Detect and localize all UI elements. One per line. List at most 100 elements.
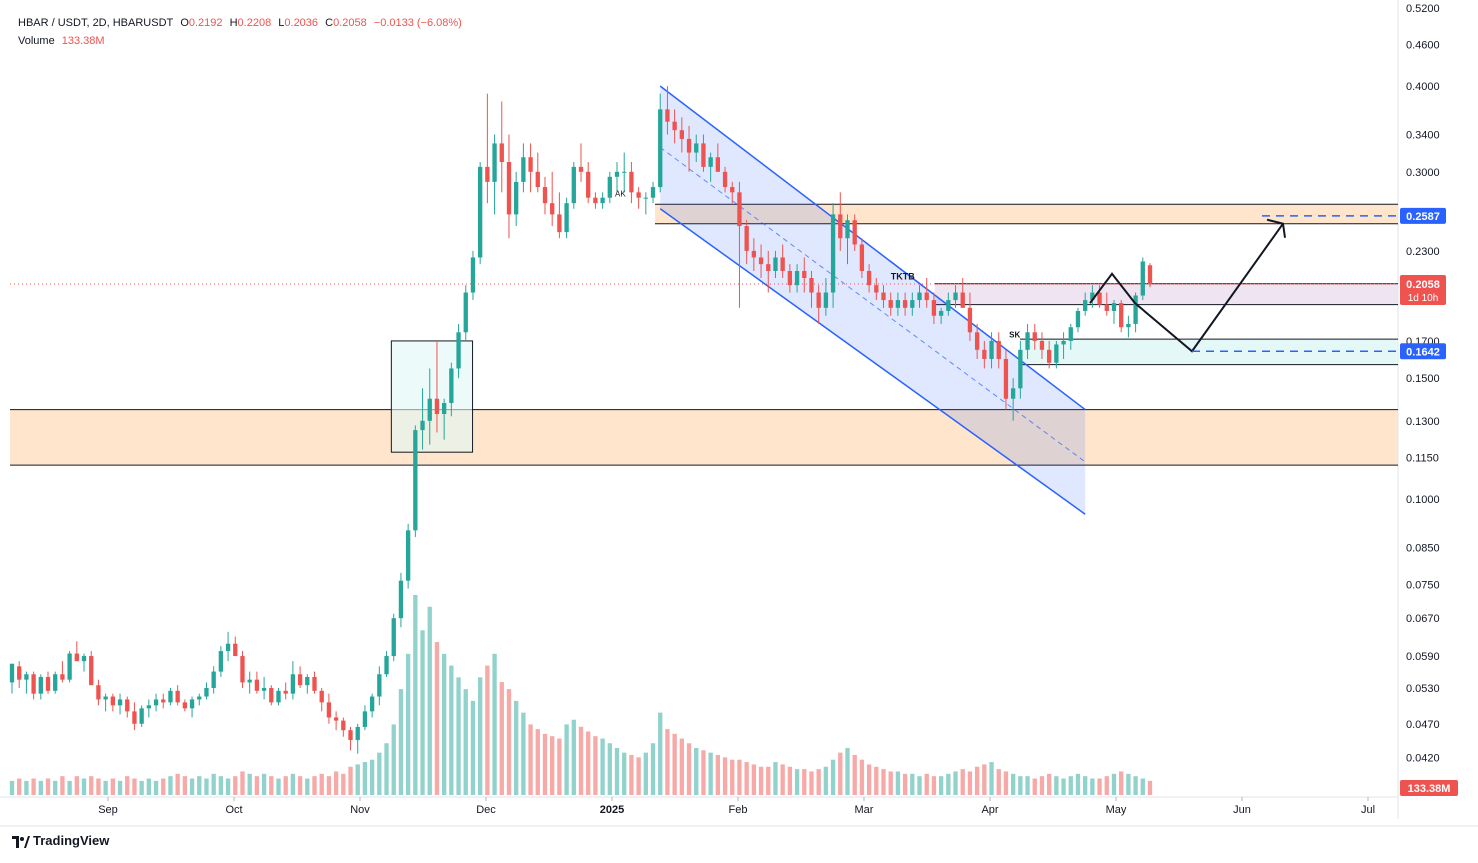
candle-body [902,300,908,308]
candle-body [478,166,483,258]
candle-body [1097,292,1102,305]
candle-body [881,292,886,301]
candle [485,93,490,204]
candle-body [283,690,288,694]
volume-bar [802,769,807,795]
candle-body [1090,292,1095,301]
volume-bar [650,743,656,795]
candle [319,687,324,712]
candle [528,143,533,193]
open-label: O [180,17,189,29]
candle-body [773,257,778,271]
candle-body [1075,310,1081,328]
candle [398,572,404,628]
volume-bar [643,752,648,795]
volume-bar [348,766,353,795]
volume-bar [24,780,29,795]
volume-bar [982,764,987,795]
candle [24,671,29,694]
volume-bar [751,764,757,795]
volume-bar [722,757,728,795]
volume-label: Volume [18,35,55,47]
volume-bar [794,769,800,795]
candle [665,86,670,135]
volume-bar [81,778,87,795]
candle [470,250,476,301]
y-tick-label: 0.3000 [1406,167,1440,179]
candle [420,388,425,450]
candle [830,203,836,308]
volume-bar [1054,776,1059,795]
y-tick-label: 0.4600 [1406,40,1440,52]
volume-bar [369,759,375,795]
candle-body [953,292,958,301]
candle [794,264,800,293]
candle-body [218,651,224,672]
volume-bar [1047,773,1052,795]
candle [629,162,634,204]
candle [917,285,922,308]
candle [117,693,123,715]
x-tick-label: Sep [98,804,118,816]
volume-bar [333,771,339,795]
candle [254,671,260,694]
candle [1047,340,1052,369]
candle-body [622,171,627,173]
candle-body [60,674,65,680]
y-tick-label: 0.0420 [1406,752,1440,764]
volume-bar [398,689,404,795]
volume-bar [845,747,850,795]
candle [290,661,296,700]
volume-bar [1075,773,1081,795]
open-value: 0.2192 [188,17,223,29]
volume-tag: 133.38M [1408,783,1451,795]
volume-bar [139,780,144,795]
volume-bar [125,776,130,795]
candle [1075,307,1081,333]
volume-bar [290,773,296,795]
candle-body [636,192,641,198]
candle-body [816,292,821,308]
target-low-tag-bg [1400,343,1446,360]
volume-bar [528,724,533,795]
volume-bar [996,769,1001,795]
projection-arrow-head [1266,218,1286,238]
candle-body [643,197,648,199]
candle [391,613,396,662]
volume-bar [225,778,231,795]
candle [1133,292,1138,333]
candle-body [694,143,699,153]
candle [333,711,339,731]
y-tick-label: 0.3400 [1406,130,1440,142]
candle-body [859,244,865,271]
candle [427,368,432,445]
candle [564,197,569,239]
volume-bar [470,700,476,795]
candle-body [571,166,576,204]
volume-bar [586,731,591,795]
candle-body [1083,300,1088,311]
volume-bar [463,689,468,795]
candle [247,671,252,694]
candle [866,264,872,293]
candle-body [261,687,267,691]
candle-body [809,278,814,293]
candle [643,192,648,215]
candle [449,362,454,417]
candle [931,292,937,324]
tradingview-logo[interactable]: TradingView [12,833,109,848]
volume-bar [1147,780,1153,795]
candle [362,705,368,731]
candle [168,687,173,706]
candle-body [578,166,584,172]
x-tick-label: Mar [855,804,874,816]
candle-body [1010,388,1016,399]
volume-bar [67,780,72,795]
y-tick-label: 0.0530 [1406,683,1440,695]
tktb-annotation: TKTB [891,271,915,281]
volume-bar [931,776,937,795]
candle-body [233,643,238,657]
close-label: C [325,17,334,29]
